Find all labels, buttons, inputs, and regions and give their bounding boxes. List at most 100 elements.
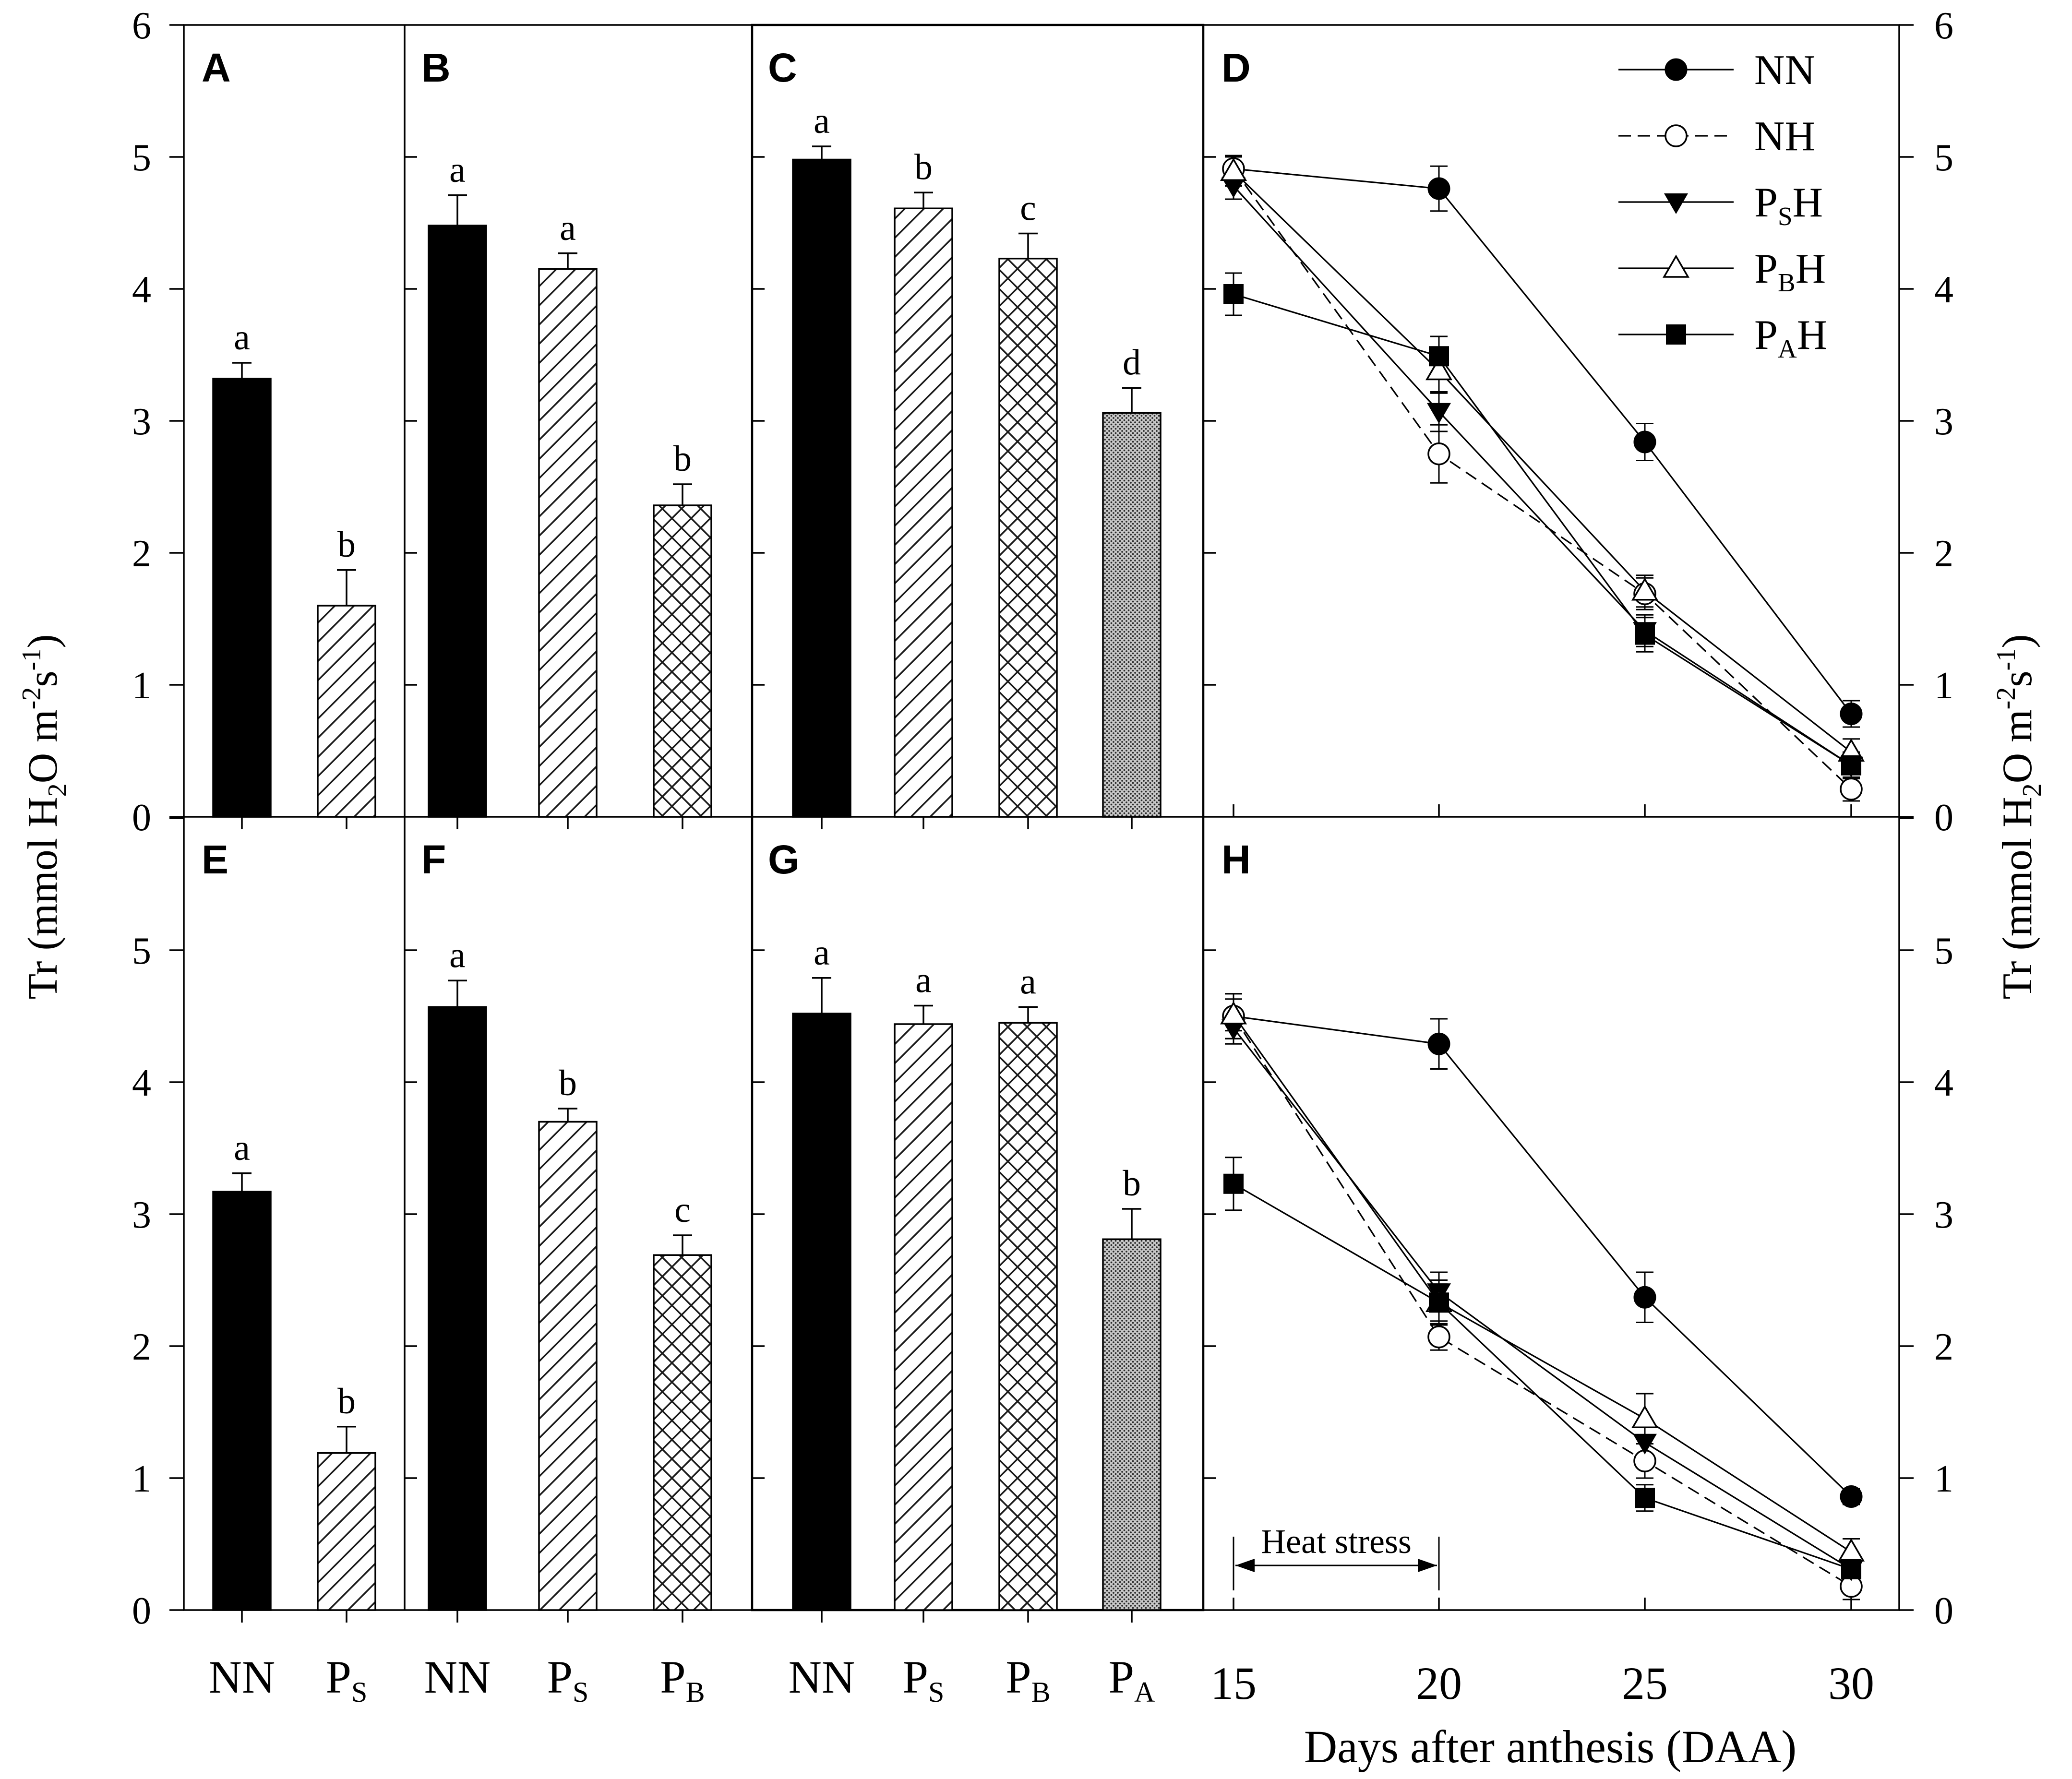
panel-letter-F: F xyxy=(421,837,446,882)
marker-NN xyxy=(1840,703,1863,725)
bar-F-PB xyxy=(653,1254,712,1611)
legend-marker-NN xyxy=(1665,58,1688,81)
left-axis-tick-label: 4 xyxy=(132,1062,151,1104)
series-line-NH xyxy=(1233,168,1852,790)
series-line-NH xyxy=(1233,1015,1852,1587)
marker-PAH xyxy=(1429,1292,1449,1313)
x-category-label: NN xyxy=(789,1651,855,1703)
marker-PSH xyxy=(1222,1019,1246,1040)
series-line-PSH xyxy=(1233,1027,1852,1570)
legend-label-PSH: PSH xyxy=(1754,179,1823,231)
marker-PBH xyxy=(1425,357,1453,381)
significance-letter: d xyxy=(1123,342,1141,382)
bar-A-NN xyxy=(212,378,272,818)
marker-PAH xyxy=(1841,755,1861,776)
bar-C-PA xyxy=(1102,412,1162,818)
left-axis-tick-label: 3 xyxy=(132,401,151,443)
right-axis-tick-label: 0 xyxy=(1934,1590,1953,1632)
left-axis-tick-label: 4 xyxy=(132,269,151,311)
significance-letter: a xyxy=(234,317,250,358)
marker-PAH xyxy=(1635,1488,1655,1508)
x-category-label: PA xyxy=(1109,1651,1155,1708)
right-axis-tick-label: 3 xyxy=(1934,1194,1953,1236)
left-axis-tick-label: 2 xyxy=(132,533,151,575)
left-axis-tick-label: 3 xyxy=(132,1194,151,1236)
significance-letter: c xyxy=(674,1190,691,1230)
marker-PAH xyxy=(1223,284,1244,304)
left-axis-tick-label: 1 xyxy=(132,665,151,707)
panel-letter-A: A xyxy=(202,45,231,90)
marker-PBH xyxy=(1631,1405,1659,1428)
right-axis-tick-label: 4 xyxy=(1934,269,1953,311)
x-category-label: PS xyxy=(547,1651,589,1708)
marker-NN xyxy=(1427,1032,1450,1055)
significance-letter: b xyxy=(673,439,692,479)
legend-marker-PSH xyxy=(1664,193,1688,214)
bar-E-PS xyxy=(317,1452,376,1611)
x-category-label: NN xyxy=(209,1651,275,1703)
bar-C-PB xyxy=(998,258,1058,818)
bar-G-PB xyxy=(998,1022,1058,1611)
marker-PSH xyxy=(1633,1433,1657,1455)
marker-PSH xyxy=(1222,177,1246,198)
heat-stress-label: Heat stress xyxy=(1261,1522,1412,1561)
right-axis-tick-label: 4 xyxy=(1934,1062,1953,1104)
marker-NN xyxy=(1633,1286,1656,1309)
bar-A-PS xyxy=(317,605,376,818)
x-tick-label: 15 xyxy=(1210,1658,1257,1709)
left-axis-tick-label: 1 xyxy=(132,1458,151,1500)
heat-stress-arrowhead xyxy=(1235,1559,1255,1572)
panel-letter-E: E xyxy=(202,837,228,882)
panel-letter-D: D xyxy=(1222,45,1251,90)
left-axis-tick-label: 6 xyxy=(132,5,151,47)
legend-marker-NH xyxy=(1665,124,1688,147)
marker-NH xyxy=(1427,1325,1450,1349)
series-line-NN xyxy=(1233,1015,1852,1497)
legend-marker-PBH xyxy=(1662,254,1690,278)
right-axis-tick-label: 2 xyxy=(1934,533,1953,575)
significance-letter: a xyxy=(814,101,830,141)
series-line-NN xyxy=(1233,168,1852,715)
marker-PAH xyxy=(1841,1559,1861,1579)
x-category-label: PB xyxy=(660,1651,705,1708)
right-axis-tick-label: 2 xyxy=(1934,1326,1953,1368)
bar-B-PS xyxy=(538,268,598,818)
legend-marker-PAH xyxy=(1666,324,1686,345)
x-category-label: PS xyxy=(903,1651,945,1708)
bar-C-NN xyxy=(792,158,851,818)
bar-B-NN xyxy=(428,225,487,818)
bar-B-PB xyxy=(653,504,712,818)
left-axis-tick-label: 5 xyxy=(132,137,151,179)
significance-letter: a xyxy=(449,935,466,975)
x-category-label: NN xyxy=(424,1651,491,1703)
bar-C-PS xyxy=(894,207,953,818)
right-axis-tick-label: 1 xyxy=(1934,1458,1953,1500)
marker-NN xyxy=(1840,1485,1863,1508)
right-axis-tick-label: 6 xyxy=(1934,5,1953,47)
significance-letter: b xyxy=(337,1381,356,1421)
left-axis-tick-label: 0 xyxy=(132,797,151,839)
significance-letter: a xyxy=(449,150,466,190)
right-axis-tick-label: 0 xyxy=(1934,797,1953,839)
left-axis-tick-label: 2 xyxy=(132,1326,151,1368)
right-y-axis-title: Tr (mmol H2O m-2s-1) xyxy=(1991,634,2047,999)
right-axis-tick-label: 1 xyxy=(1934,665,1953,707)
marker-NH xyxy=(1427,442,1450,466)
marker-PAH xyxy=(1635,624,1655,645)
panel-letter-C: C xyxy=(768,45,797,90)
marker-NN xyxy=(1633,430,1656,454)
significance-letter: b xyxy=(1123,1163,1141,1204)
bar-G-PS xyxy=(894,1023,953,1611)
significance-letter: a xyxy=(1020,961,1036,1002)
x-tick-label: 25 xyxy=(1622,1658,1668,1709)
marker-NH xyxy=(1840,777,1863,800)
marker-PSH xyxy=(1427,403,1451,424)
bar-E-NN xyxy=(212,1191,272,1611)
panel-letter-B: B xyxy=(421,45,451,90)
significance-letter: b xyxy=(914,147,933,187)
bar-G-NN xyxy=(792,1013,851,1611)
significance-letter: a xyxy=(814,932,830,973)
heat-stress-arrowhead xyxy=(1418,1559,1437,1572)
marker-PAH xyxy=(1429,346,1449,367)
right-axis-tick-label: 5 xyxy=(1934,930,1953,972)
